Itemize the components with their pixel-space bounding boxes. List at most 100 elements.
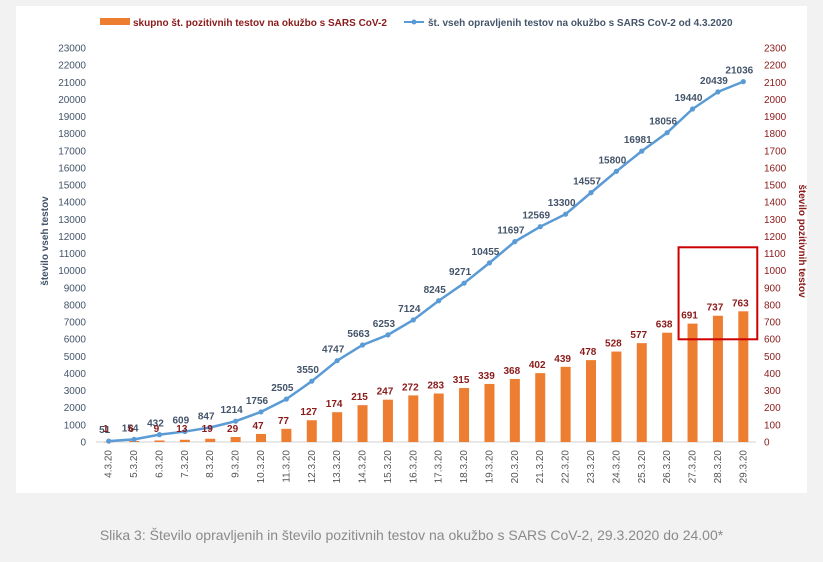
bar-data-label: 283 [427, 381, 444, 392]
x-axis-tick: 15.3.20 [383, 450, 394, 484]
right-axis-tick: 1600 [764, 163, 787, 174]
bar-data-label: 215 [351, 392, 368, 403]
left-axis-tick: 1000 [64, 420, 87, 431]
legend-label-bars: skupno št. pozitivnih testov na okužbo s… [133, 18, 387, 29]
bar [662, 332, 673, 442]
line-point [563, 211, 569, 217]
right-axis-tick: 2000 [764, 95, 787, 106]
line-point [613, 168, 619, 174]
x-axis-tick: 22.3.20 [561, 450, 572, 484]
x-axis-tick: 5.3.20 [129, 450, 140, 478]
x-axis-tick: 21.3.20 [535, 450, 546, 484]
line-point [334, 358, 340, 364]
bar [712, 315, 723, 442]
x-axis-tick: 9.3.20 [231, 450, 242, 478]
bar-data-label: 47 [252, 421, 264, 432]
bar-data-label: 247 [377, 387, 394, 398]
left-axis-tick: 18000 [58, 129, 86, 140]
left-axis-tick: 6000 [64, 335, 87, 346]
line-data-label: 154 [122, 423, 139, 434]
right-axis-tick: 2300 [764, 44, 787, 55]
left-axis-tick: 16000 [58, 163, 86, 174]
line-point [715, 89, 721, 95]
line-point [436, 298, 442, 304]
x-axis-tick: 10.3.20 [256, 450, 267, 484]
line-series [108, 80, 744, 443]
right-axis-tick: 1900 [764, 112, 787, 123]
line-point [131, 436, 137, 442]
line-data-label: 18056 [649, 117, 677, 128]
line-point [512, 239, 518, 245]
line-data-label: 6253 [373, 319, 396, 330]
line-data-label: 609 [173, 416, 190, 427]
left-axis-tick: 15000 [58, 181, 86, 192]
line-data-label: 21036 [725, 66, 753, 77]
bar-data-label: 19 [202, 424, 214, 435]
x-axis-tick: 8.3.20 [205, 450, 216, 478]
x-axis-tick: 7.3.20 [180, 450, 191, 478]
left-axis-tick: 19000 [58, 112, 86, 123]
line-point [182, 428, 188, 435]
left-axis-tick: 9000 [64, 283, 87, 294]
line-point [486, 260, 493, 266]
right-axis-tick: 1500 [764, 181, 787, 192]
line-point [639, 148, 645, 154]
line-data-label: 10455 [472, 247, 500, 258]
highlight-box [677, 246, 759, 341]
line-data-label: 7124 [398, 304, 421, 315]
bar-data-label: 339 [478, 371, 495, 382]
line-data-label: 4747 [322, 345, 345, 356]
line-point [385, 332, 391, 338]
bar [687, 323, 698, 442]
left-axis-tick: 21000 [58, 78, 86, 89]
line-point [207, 424, 213, 431]
line-point [156, 431, 163, 438]
bar-data-label: 127 [300, 407, 317, 418]
bar [382, 399, 393, 442]
bar-data-label: 691 [681, 311, 698, 322]
line-data-label: 847 [198, 411, 215, 422]
chart-container: skupno št. pozitivnih testov na okužbo s… [16, 6, 807, 493]
bar [509, 378, 520, 442]
right-axis-tick: 200 [764, 403, 781, 414]
right-axis-tick: 2200 [764, 61, 787, 72]
line-data-label: 15800 [598, 155, 626, 166]
x-axis-tick: 24.3.20 [611, 450, 622, 484]
x-axis-tick: 4.3.20 [104, 450, 115, 478]
x-axis-tick: 20.3.20 [510, 450, 521, 484]
line-point [283, 396, 289, 402]
left-axis-tick: 11000 [59, 249, 87, 260]
left-axis-tick: 2000 [64, 403, 87, 414]
x-axis-tick: 23.3.20 [586, 450, 597, 484]
line-point [359, 342, 366, 348]
bar [230, 437, 241, 442]
bar-data-label: 1 [103, 424, 109, 435]
x-axis-tick: 14.3.20 [358, 450, 369, 484]
left-axis-tick: 23000 [58, 44, 86, 55]
left-axis-title: število vseh testov [40, 196, 51, 286]
bar [560, 366, 571, 442]
line-data-label: 19440 [675, 93, 703, 104]
bar-data-label: 174 [326, 399, 343, 410]
bar-data-label: 272 [402, 382, 419, 393]
line-point [233, 418, 239, 424]
x-axis-tick: 16.3.20 [408, 450, 419, 484]
x-axis-tick: 12.3.20 [307, 450, 318, 484]
left-axis-tick: 20000 [58, 95, 86, 106]
bar-data-label: 315 [453, 375, 470, 386]
bar [256, 433, 266, 442]
bar-data-label: 29 [227, 424, 239, 435]
bar [408, 395, 419, 442]
line-point [664, 130, 670, 136]
line-data-label: 1756 [246, 396, 269, 407]
legend-swatch-bars [100, 18, 130, 25]
line-point [537, 224, 543, 230]
bar [459, 388, 470, 442]
right-axis-tick: 500 [764, 352, 781, 363]
right-axis-tick: 400 [764, 369, 781, 380]
line-point [689, 106, 696, 112]
line-point [258, 409, 264, 415]
left-axis-tick: 10000 [58, 266, 86, 277]
bar-data-label: 478 [580, 347, 597, 358]
bar [154, 440, 165, 442]
